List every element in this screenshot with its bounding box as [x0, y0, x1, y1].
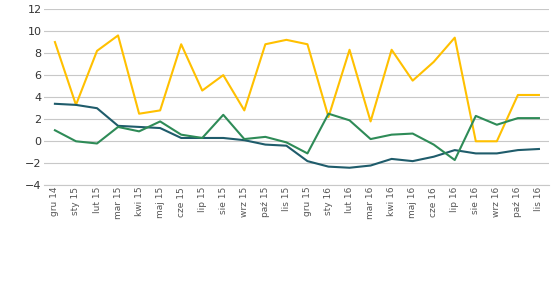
USA	[220, 136, 226, 140]
Niemcy	[536, 116, 542, 120]
Line: Polska: Polska	[55, 36, 539, 141]
USA	[304, 159, 311, 163]
USA	[493, 152, 500, 155]
USA	[536, 147, 542, 151]
USA	[367, 164, 374, 167]
Niemcy	[52, 129, 58, 132]
USA	[157, 126, 164, 130]
Polska	[388, 48, 395, 51]
Niemcy	[157, 120, 164, 123]
Polska	[451, 36, 458, 39]
USA	[178, 136, 184, 140]
Polska	[304, 42, 311, 46]
Niemcy	[136, 129, 143, 133]
Niemcy	[493, 123, 500, 126]
USA	[94, 106, 100, 110]
Niemcy	[346, 118, 353, 122]
Niemcy	[241, 137, 248, 141]
Niemcy	[388, 133, 395, 136]
Polska	[94, 49, 100, 53]
Niemcy	[178, 133, 184, 136]
USA	[136, 125, 143, 129]
Niemcy	[472, 114, 479, 118]
USA	[241, 138, 248, 142]
Polska	[157, 109, 164, 112]
USA	[73, 103, 79, 107]
Niemcy	[262, 135, 269, 139]
Polska	[493, 139, 500, 143]
Niemcy	[451, 158, 458, 162]
Polska	[73, 103, 79, 107]
Polska	[220, 73, 226, 77]
Niemcy	[304, 152, 311, 155]
USA	[514, 148, 521, 152]
USA	[52, 102, 58, 106]
USA	[115, 124, 122, 128]
Niemcy	[220, 113, 226, 117]
USA	[472, 152, 479, 155]
Polska	[262, 42, 269, 46]
Niemcy	[73, 139, 79, 143]
USA	[430, 155, 437, 158]
Polska	[241, 109, 248, 112]
Polska	[178, 42, 184, 46]
Polska	[536, 93, 542, 97]
Polska	[514, 93, 521, 97]
Niemcy	[115, 125, 122, 129]
Polska	[410, 79, 416, 83]
Line: Niemcy: Niemcy	[55, 114, 539, 160]
USA	[410, 159, 416, 163]
Polska	[367, 120, 374, 123]
Niemcy	[283, 141, 290, 144]
Niemcy	[514, 116, 521, 120]
Polska	[199, 89, 205, 92]
USA	[388, 157, 395, 161]
Niemcy	[410, 132, 416, 135]
Polska	[346, 48, 353, 51]
USA	[262, 143, 269, 147]
Niemcy	[199, 136, 205, 140]
USA	[199, 136, 205, 140]
Polska	[472, 139, 479, 143]
Polska	[283, 38, 290, 42]
USA	[451, 148, 458, 152]
Niemcy	[430, 143, 437, 147]
USA	[346, 166, 353, 170]
Polska	[136, 112, 143, 115]
Polska	[430, 60, 437, 64]
Line: USA: USA	[55, 104, 539, 168]
Polska	[115, 34, 122, 37]
Niemcy	[367, 137, 374, 141]
Polska	[325, 115, 332, 119]
USA	[325, 165, 332, 168]
USA	[283, 144, 290, 147]
Polska	[52, 40, 58, 44]
Niemcy	[325, 112, 332, 115]
Niemcy	[94, 142, 100, 145]
